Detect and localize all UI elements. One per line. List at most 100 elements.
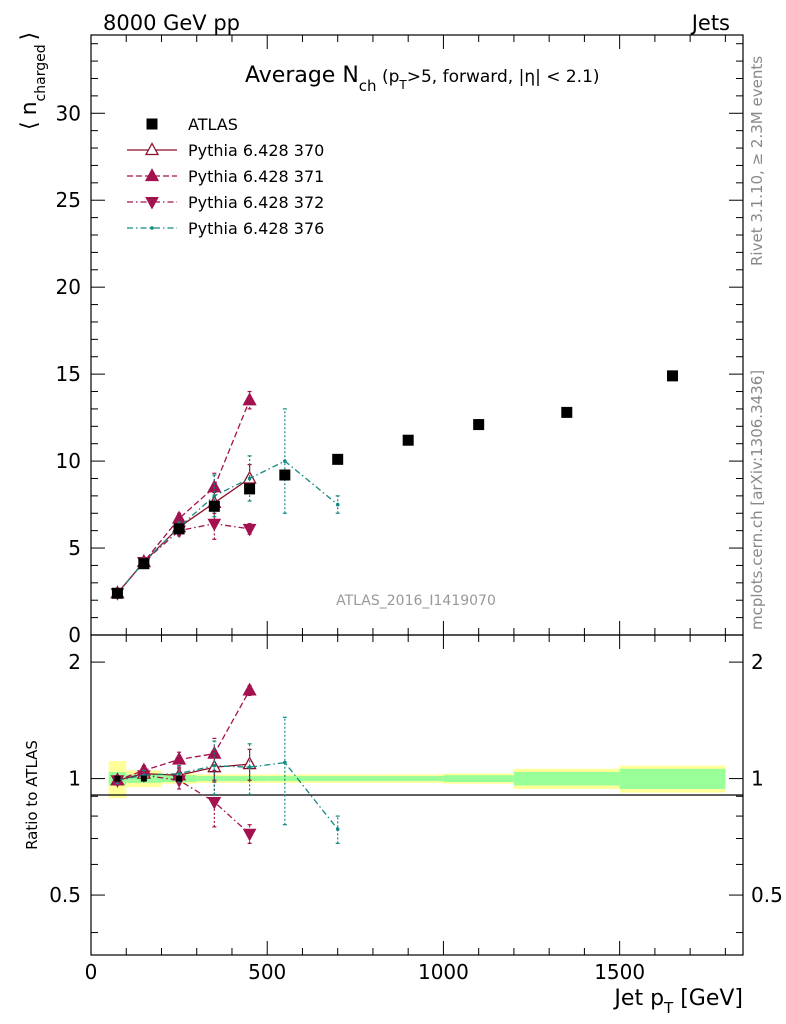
marker-atlas-main-2 [173, 523, 185, 535]
marker-atlas-main-7 [402, 434, 414, 446]
ylabel-sub: charged [33, 44, 49, 101]
main-ylabel: ⟨ ncharged ⟩ [17, 32, 49, 130]
marker-pythia-6-428-371-ratio-2 [172, 751, 187, 765]
marker-atlas-main-4 [244, 483, 256, 495]
marker-pythia-6-428-376-ratio-6 [335, 827, 340, 831]
ratio-band-inner [513, 771, 620, 786]
ratio-y-tick-label: 1 [68, 767, 81, 791]
y-tick-label: 25 [56, 188, 81, 212]
main-line-pythia-6-428-376 [116, 460, 339, 594]
analysis-label: ATLAS_2016_I1419070 [336, 593, 496, 609]
marker-pythia-6-428-376-main-5 [283, 459, 287, 463]
mcplots-note: mcplots.cern.ch [arXiv:1306.3436] [748, 370, 766, 630]
legend: ATLAS Pythia 6.428 370 Pythia 6.428 371 Pyt… [127, 115, 324, 238]
ratio-ylabel: Ratio to ATLAS [23, 740, 41, 850]
ylabel-ket: ⟩ [17, 32, 42, 41]
main-line-pythia-6-428-371 [116, 399, 251, 594]
title-main: Average N [245, 63, 359, 88]
y-tick-label: 5 [68, 536, 81, 560]
marker-pythia-6-428-372-legend-3 [145, 197, 159, 210]
legend-label: Pythia 6.428 371 [188, 167, 324, 186]
ratio-atlas-marker [114, 775, 121, 782]
x-tick-label: 1000 [418, 960, 469, 984]
xlabel: Jet pT [GeV] [612, 986, 743, 1017]
ratio-frame [90, 634, 744, 956]
xlabel-rest: [GeV] [673, 986, 743, 1011]
ylabel-bra: ⟨ [17, 121, 42, 130]
marker-pythia-6-428-376-main-4 [247, 476, 252, 481]
ratio-y-tick-label-right: 1 [751, 767, 764, 791]
marker-pythia-6-428-376-legend-4 [150, 226, 154, 230]
ratio-y-tick-label: 2 [68, 650, 81, 674]
marker-atlas-main-3 [208, 500, 220, 512]
legend-label: Pythia 6.428 372 [188, 193, 324, 212]
main-title: Average Nch (pT>5, forward, |η| < 2.1) [245, 63, 600, 95]
legend-entry: ATLAS [146, 115, 238, 134]
ratio-y-tick-label-right: 0.5 [751, 883, 783, 907]
title-sub2: T [398, 78, 407, 92]
y-tick-label: 10 [56, 449, 81, 473]
legend-entry: Pythia 6.428 370 [127, 141, 324, 160]
marker-atlas-main-5 [279, 469, 291, 481]
legend-label: Pythia 6.428 376 [188, 219, 324, 238]
marker-atlas-main-1 [138, 558, 150, 570]
marker-pythia-6-428-376-ratio-3 [212, 763, 217, 768]
marker-pythia-6-428-376-ratio-2 [177, 771, 181, 776]
marker-atlas-main-9 [561, 406, 573, 418]
svg-text:⟨ncharged⟩: ⟨ ncharged ⟩ [17, 32, 49, 130]
legend-entry: Pythia 6.428 371 [127, 167, 324, 186]
marker-pythia-6-428-370-legend-1 [144, 142, 160, 156]
ratio-band-inner [302, 776, 373, 782]
marker-pythia-6-428-372-main-3 [207, 518, 222, 532]
marker-pythia-6-428-371-main-4 [242, 392, 257, 406]
header-right: Jets [690, 11, 730, 35]
marker-atlas-main-6 [332, 453, 344, 465]
ylabel-n: n [17, 101, 42, 115]
marker-atlas-main-0 [111, 587, 123, 599]
main-line-pythia-6-428-370 [116, 477, 250, 594]
ratio-atlas-marker [140, 775, 147, 782]
title-sub: ch [359, 77, 377, 95]
header-left: 8000 GeV pp [103, 11, 240, 35]
y-tick-label: 30 [56, 101, 81, 125]
x-tick-label: 1500 [594, 960, 645, 984]
y-tick-label: 15 [56, 362, 81, 386]
marker-pythia-6-428-371-main-2 [172, 510, 187, 524]
main-panel: 0 5 10 15 20 25 30 ATLAS_2016_I1419070 Average… [17, 32, 744, 647]
x-tick-label: 500 [248, 960, 286, 984]
ratio-panel: 0 500 1000 1500 0.5 0.5 1 1 2 2 Ratio to ATLAS Je… [23, 634, 783, 1017]
marker-atlas-main-8 [473, 419, 485, 431]
legend-entry: Pythia 6.428 372 [127, 193, 324, 212]
legend-entry: Pythia 6.428 376 [127, 219, 324, 238]
marker-atlas-legend-0 [146, 118, 158, 130]
legend-label: Pythia 6.428 370 [188, 141, 324, 160]
xlabel-main: Jet p [612, 986, 664, 1011]
marker-pythia-6-428-371-ratio-4 [242, 682, 257, 696]
marker-pythia-6-428-372-main-4 [242, 523, 257, 537]
title-rest: >5, forward, |η| < 2.1) [407, 67, 600, 87]
marker-pythia-6-428-372-ratio-3 [207, 796, 222, 810]
xlabel-sub: T [663, 999, 674, 1017]
ratio-y-tick-label-right: 2 [751, 650, 764, 674]
marker-pythia-6-428-376-main-6 [335, 502, 340, 507]
marker-pythia-6-428-372-ratio-4 [242, 828, 257, 842]
marker-pythia-6-428-371-legend-2 [144, 168, 160, 182]
ratio-atlas-marker [176, 775, 183, 782]
marker-pythia-6-428-376-ratio-5 [283, 760, 287, 765]
legend-label: ATLAS [188, 115, 238, 134]
marker-pythia-6-428-371-main-3 [207, 479, 222, 493]
marker-pythia-6-428-376-main-3 [212, 494, 217, 498]
y-tick-label: 0 [68, 623, 81, 647]
ratio-band-inner [267, 776, 303, 782]
ratio-band-inner [619, 768, 726, 789]
x-tick-label: 0 [85, 960, 98, 984]
marker-pythia-6-428-376-ratio-4 [247, 765, 252, 770]
rivet-note: Rivet 3.1.10, ≥ 2.3M events [748, 56, 766, 266]
ratio-band-inner [443, 775, 514, 782]
ratio-y-tick-label: 0.5 [49, 883, 81, 907]
marker-atlas-main-10 [667, 370, 679, 382]
ratio-band-inner [372, 776, 444, 782]
title-paren: (p [377, 67, 400, 87]
y-tick-label: 20 [56, 275, 81, 299]
